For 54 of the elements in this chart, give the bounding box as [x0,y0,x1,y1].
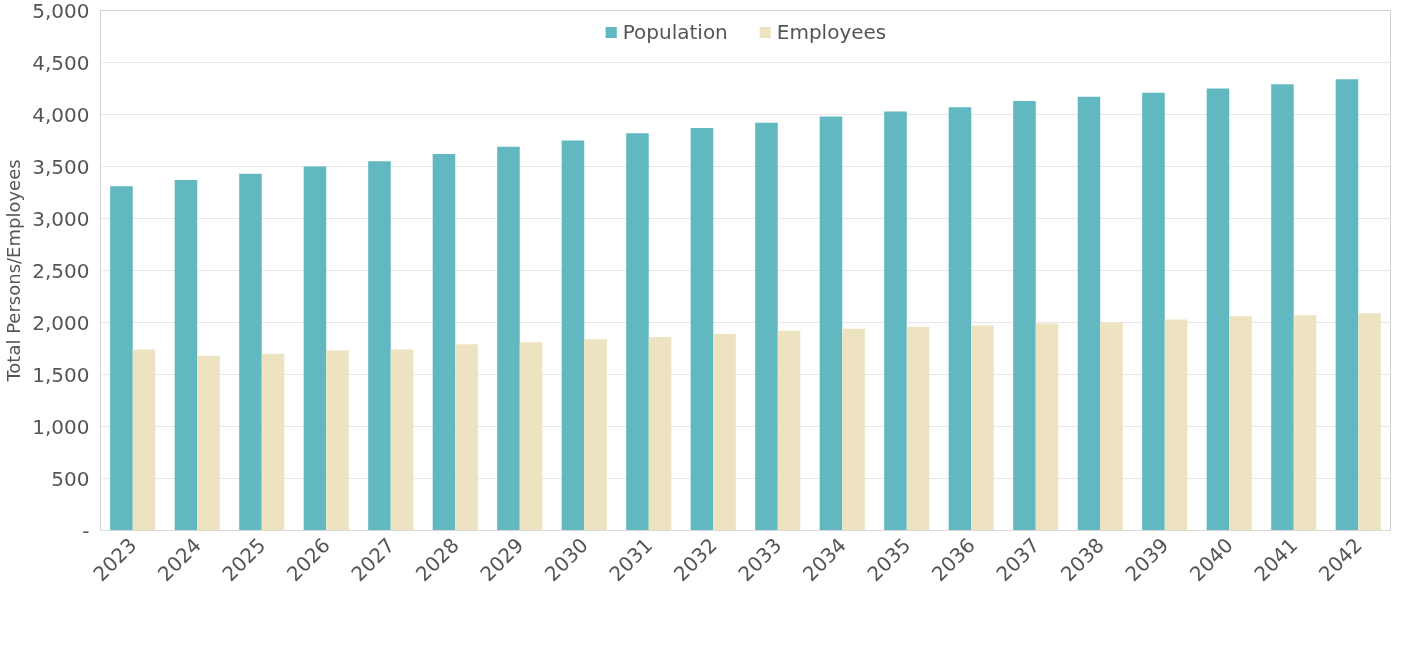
bar [1164,319,1188,531]
bar [713,333,736,531]
bar [842,328,865,531]
bar [1100,322,1123,531]
bar [239,173,262,531]
bar [1077,96,1101,531]
y-tick-label: 1,000 [32,414,90,439]
y-tick-label: 4,000 [32,102,90,127]
bar [174,180,198,531]
bar [584,339,607,531]
y-tick-label: 500 [51,466,90,491]
y-tick-label: 5,000 [32,0,90,23]
y-axis-title: Total Persons/Employees [3,159,25,383]
bar [690,128,714,531]
bar [948,107,972,531]
bar [561,140,585,531]
bar [261,353,285,531]
bar [626,133,649,531]
bar [303,166,327,531]
y-tick-label: 3,000 [32,206,90,231]
bar [906,326,930,531]
bar [519,342,543,531]
bar [884,111,907,531]
bar [390,349,414,531]
y-tick-label: 2,500 [32,258,90,283]
y-tick-label: - [82,518,90,543]
bar [197,355,220,531]
bar [432,154,456,531]
bar [648,337,672,531]
y-tick-label: 1,500 [32,362,90,387]
bar [755,122,778,531]
legend-label: Population [622,20,728,44]
bar [497,146,520,531]
bar [110,186,133,531]
bar [455,344,478,531]
bar [1335,79,1359,531]
bar [1035,323,1059,531]
bar [326,350,349,531]
bar [1293,315,1317,531]
bar [1013,100,1036,531]
bar [777,330,801,531]
y-tick-label: 4,500 [32,50,90,75]
y-tick-label: 3,500 [32,154,90,179]
legend-label: Employees [776,20,887,44]
bar [1142,92,1165,531]
bar [1358,313,1381,531]
bar [368,161,391,531]
y-tick-label: 2,000 [32,310,90,335]
bar [1206,88,1230,531]
bar [819,116,843,531]
bar [132,349,156,531]
bar [1271,84,1294,531]
bar [1229,316,1252,531]
bar [971,325,994,531]
